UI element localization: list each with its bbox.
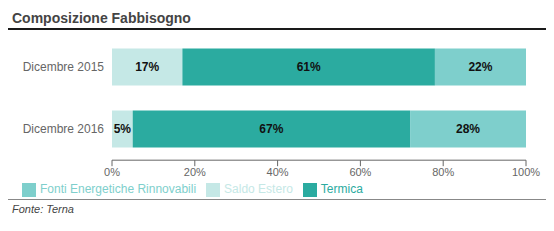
svg-text:20%: 20% bbox=[184, 166, 206, 178]
html-text:Fonti Energetiche Rinnovabili: Fonti Energetiche Rinnovabili bbox=[40, 182, 197, 197]
svg-text:61%: 61% bbox=[297, 60, 321, 74]
html-text:Fonte: Terna: Fonte: Terna bbox=[12, 203, 74, 215]
svg-text:100%: 100% bbox=[512, 166, 540, 178]
svg-text:40%: 40% bbox=[267, 166, 289, 178]
svg-text:28%: 28% bbox=[456, 122, 480, 136]
svg-text:67%: 67% bbox=[259, 122, 283, 136]
svg-text:80%: 80% bbox=[432, 166, 454, 178]
html-text:Saldo Estero: Saldo Estero bbox=[224, 182, 293, 197]
svg-text:Dicembre 2015: Dicembre 2015 bbox=[23, 60, 105, 74]
svg-text:22%: 22% bbox=[468, 60, 492, 74]
svg-text:Dicembre 2016: Dicembre 2016 bbox=[23, 122, 105, 136]
html-text:Composizione Fabbisogno: Composizione Fabbisogno bbox=[12, 10, 191, 26]
html-text:Termica: Termica bbox=[320, 182, 363, 197]
svg-text:17%: 17% bbox=[135, 60, 159, 74]
svg-text:5%: 5% bbox=[114, 122, 132, 136]
svg-text:60%: 60% bbox=[349, 166, 371, 178]
svg-text:0%: 0% bbox=[104, 166, 120, 178]
